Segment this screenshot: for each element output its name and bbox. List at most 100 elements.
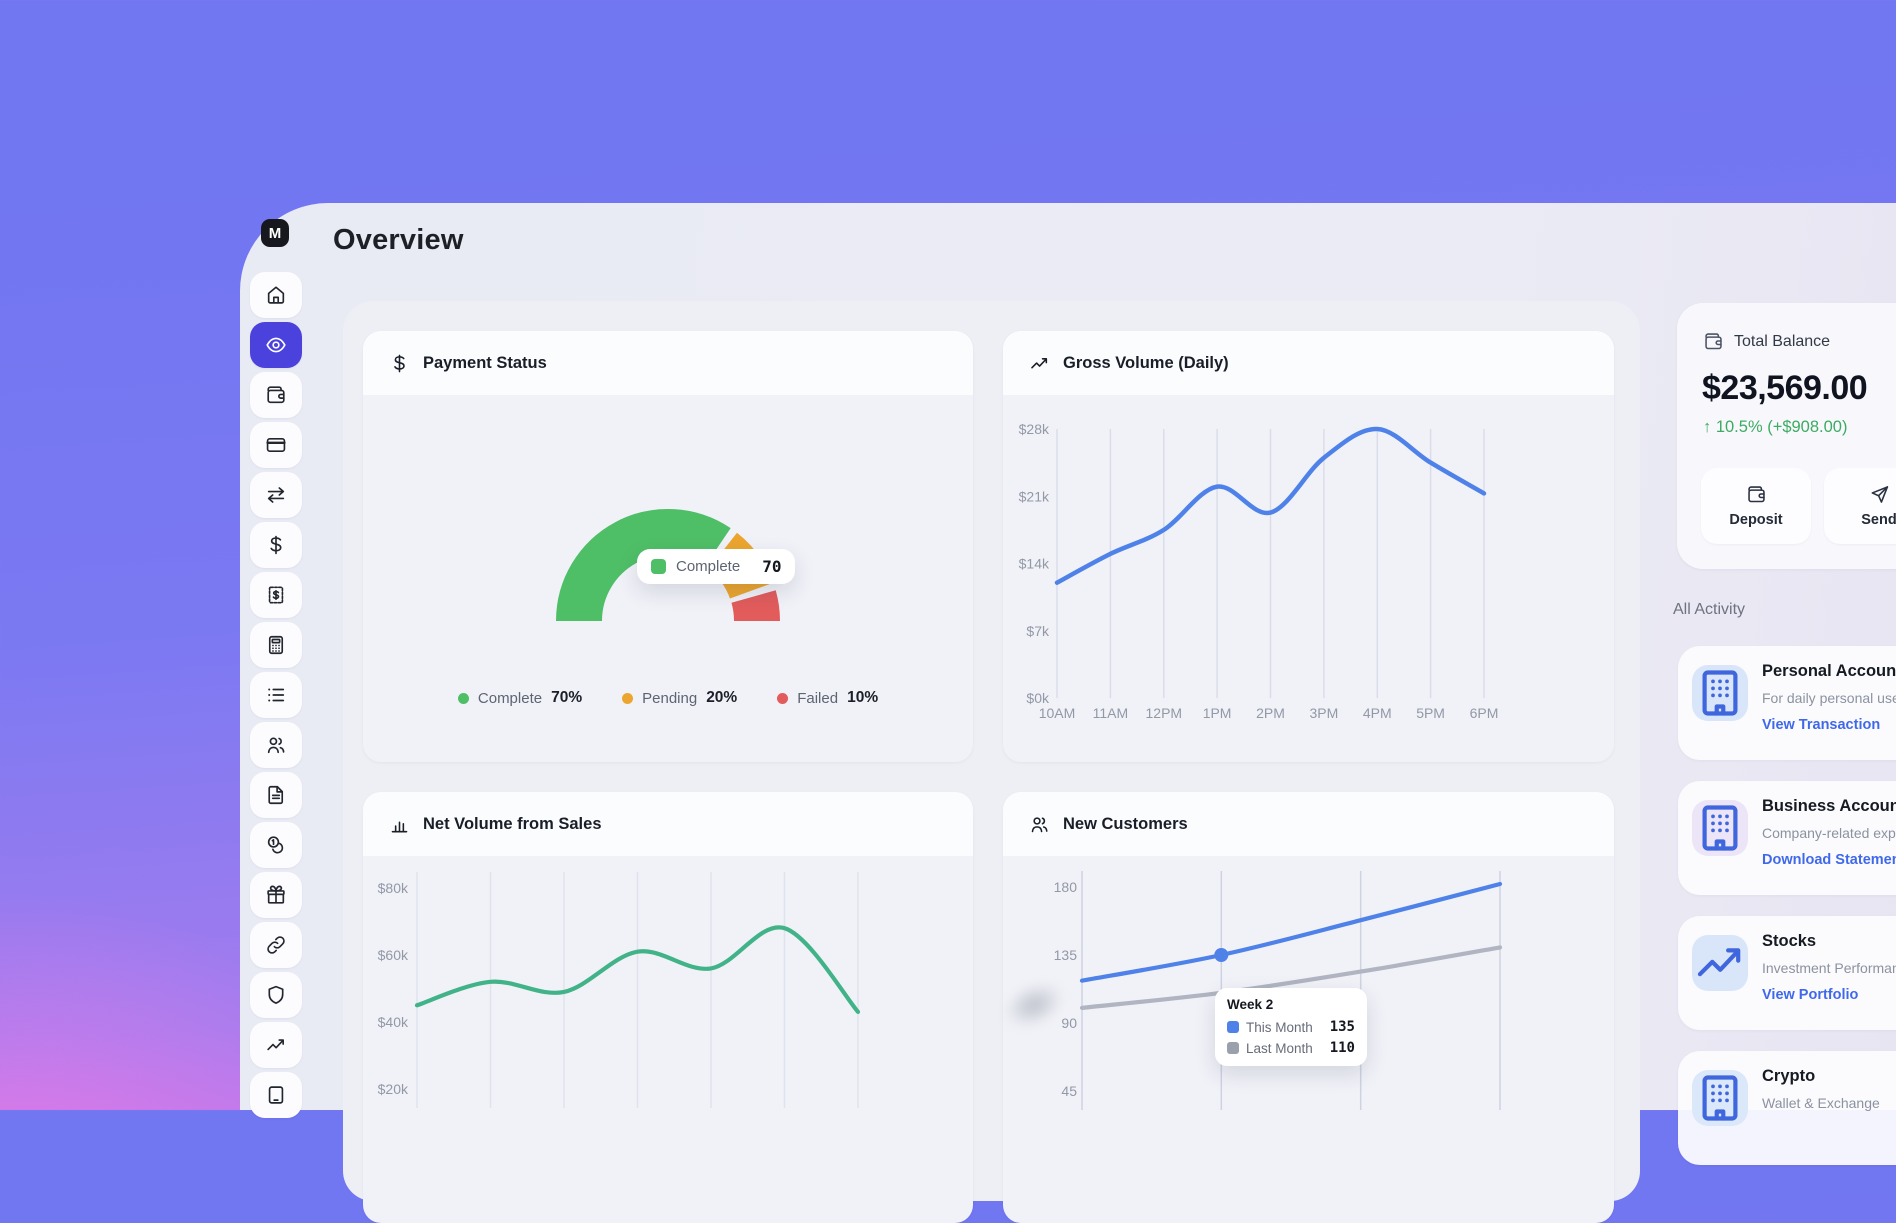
complete-swatch (651, 559, 666, 574)
wallet-icon (1703, 331, 1724, 352)
x-tick-label: 6PM (1470, 705, 1499, 721)
sidebar-item-coins[interactable] (250, 822, 302, 868)
send-icon (1869, 484, 1890, 505)
wallet-icon (265, 384, 287, 406)
this-month-swatch (1227, 1021, 1239, 1033)
all-activity-header: All Activity (1673, 601, 1746, 618)
sidebar-item-home[interactable] (250, 272, 302, 318)
sidebar-item-users[interactable] (250, 722, 302, 768)
series-net-volume (414, 925, 861, 1014)
activity-subtitle: Company-related expenses (1762, 825, 1896, 841)
y-tick-label: $20k (378, 1081, 409, 1097)
trending-up-icon (1692, 935, 1748, 991)
gauge-segment-failed (731, 590, 781, 622)
sidebar-item-credit-card[interactable] (250, 422, 302, 468)
net-volume-chart[interactable]: $80k $60k $40k $20k (363, 858, 973, 1110)
coins-icon (265, 834, 287, 856)
payment-status-title: Payment Status (423, 353, 547, 372)
activity-card-personal-account[interactable]: Personal Account For daily personal use Vi… (1678, 646, 1896, 760)
sidebar-item-wallet[interactable] (250, 372, 302, 418)
deposit-button[interactable]: Deposit (1701, 468, 1811, 544)
gross-volume-header: Gross Volume (Daily) (1003, 331, 1614, 396)
users-icon (265, 734, 287, 756)
activity-link[interactable]: View Transaction (1762, 717, 1881, 733)
x-tick-label: 4PM (1363, 705, 1392, 721)
legend-dot (457, 692, 469, 704)
dollar-icon (389, 353, 410, 374)
activity-card-crypto[interactable]: Crypto Wallet & Exchange (1678, 1051, 1896, 1165)
x-tick-label: 3PM (1310, 705, 1339, 721)
credit-card-icon (265, 434, 287, 456)
tooltip-week-title: Week 2 (1227, 997, 1274, 1012)
gauge-tooltip-label: Complete (676, 558, 741, 575)
y-tick-label: 90 (1061, 1015, 1077, 1031)
total-balance-header: Total Balance (1703, 331, 1830, 352)
total-balance-change: ↑ 10.5% (+$908.00) (1703, 418, 1848, 436)
activity-link[interactable]: View Portfolio (1762, 987, 1859, 1003)
activity-title: Stocks (1762, 932, 1817, 950)
building-icon (1692, 665, 1748, 721)
sidebar-item-shield[interactable] (250, 972, 302, 1018)
trending-up-icon (1029, 353, 1050, 374)
sidebar-item-list[interactable] (250, 672, 302, 718)
y-tick-label: $80k (378, 880, 409, 896)
activity-subtitle: Wallet & Exchange (1762, 1095, 1880, 1111)
sidebar-item-calculator[interactable] (250, 622, 302, 668)
sidebar-item-document[interactable] (250, 772, 302, 818)
list-icon (265, 684, 287, 706)
activity-subtitle: Investment Performance (1762, 960, 1896, 976)
total-balance-card: Total Balance $23,569.00 ↑ 10.5% (+$908.… (1677, 303, 1896, 569)
net-volume-header: Net Volume from Sales (363, 792, 973, 857)
dollar-icon (265, 534, 287, 556)
last-month-swatch (1227, 1042, 1239, 1054)
new-customers-title: New Customers (1063, 814, 1188, 833)
new-customers-tooltip: Week 2 This Month 135 Last Month 110 (1215, 988, 1367, 1066)
activity-subtitle: For daily personal use (1762, 690, 1896, 706)
y-tick-label: $0k (1026, 690, 1050, 706)
legend-dot (622, 692, 634, 704)
transfer-icon (265, 484, 287, 506)
activity-card-business-account[interactable]: Business Account Company-related expenses… (1678, 781, 1896, 895)
sidebar-item-gift[interactable] (250, 872, 302, 918)
sidebar-item-trending-up[interactable] (250, 1022, 302, 1068)
sidebar-item-dollar[interactable] (250, 522, 302, 568)
legend-dot (777, 692, 789, 704)
series-this-month (1079, 881, 1503, 983)
new-customers-chart[interactable]: 180 135 90 45 (1003, 857, 1614, 1110)
y-tick-label: $28k (1019, 421, 1050, 437)
y-tick-label: $60k (378, 947, 409, 963)
y-tick-label: 45 (1061, 1083, 1077, 1099)
document-icon (265, 784, 287, 806)
building-icon (1692, 1070, 1748, 1126)
sidebar-item-receipt[interactable] (250, 572, 302, 618)
calculator-icon (265, 634, 287, 656)
building-icon (1692, 800, 1748, 856)
gross-volume-title: Gross Volume (Daily) (1063, 353, 1229, 372)
gauge-tooltip: Complete 70 (637, 549, 796, 584)
activity-card-stocks[interactable]: Stocks Investment Performance View Portfol… (1678, 916, 1896, 1030)
page-title: Overview (333, 224, 464, 256)
link-icon (265, 934, 287, 956)
sidebar-item-transfer[interactable] (250, 472, 302, 518)
series-last-month (1079, 945, 1503, 1010)
home-icon (265, 284, 287, 306)
payment-status-legend: Complete 70% Pending 20% Failed 10% (363, 689, 973, 707)
send-button[interactable]: Send (1824, 468, 1896, 544)
sidebar-item-link[interactable] (250, 922, 302, 968)
total-balance-label: Total Balance (1734, 332, 1831, 350)
activity-title: Business Account (1762, 797, 1896, 815)
new-customers-header: New Customers (1003, 792, 1614, 857)
y-tick-label: 135 (1054, 947, 1078, 963)
sidebar-item-device[interactable] (250, 1072, 302, 1118)
legend-item-failed: Failed 10% (777, 689, 878, 707)
y-tick-label: 180 (1054, 879, 1078, 895)
y-tick-label: $40k (378, 1014, 409, 1030)
y-tick-label: $14k (1019, 556, 1050, 572)
trending-up-icon (265, 1034, 287, 1056)
app-logo: M (261, 219, 289, 247)
gauge-tooltip-value: 70 (762, 557, 782, 576)
sidebar-item-eye[interactable] (250, 322, 302, 368)
activity-title: Personal Account (1762, 662, 1896, 680)
activity-link[interactable]: Download Statement (1762, 852, 1896, 868)
